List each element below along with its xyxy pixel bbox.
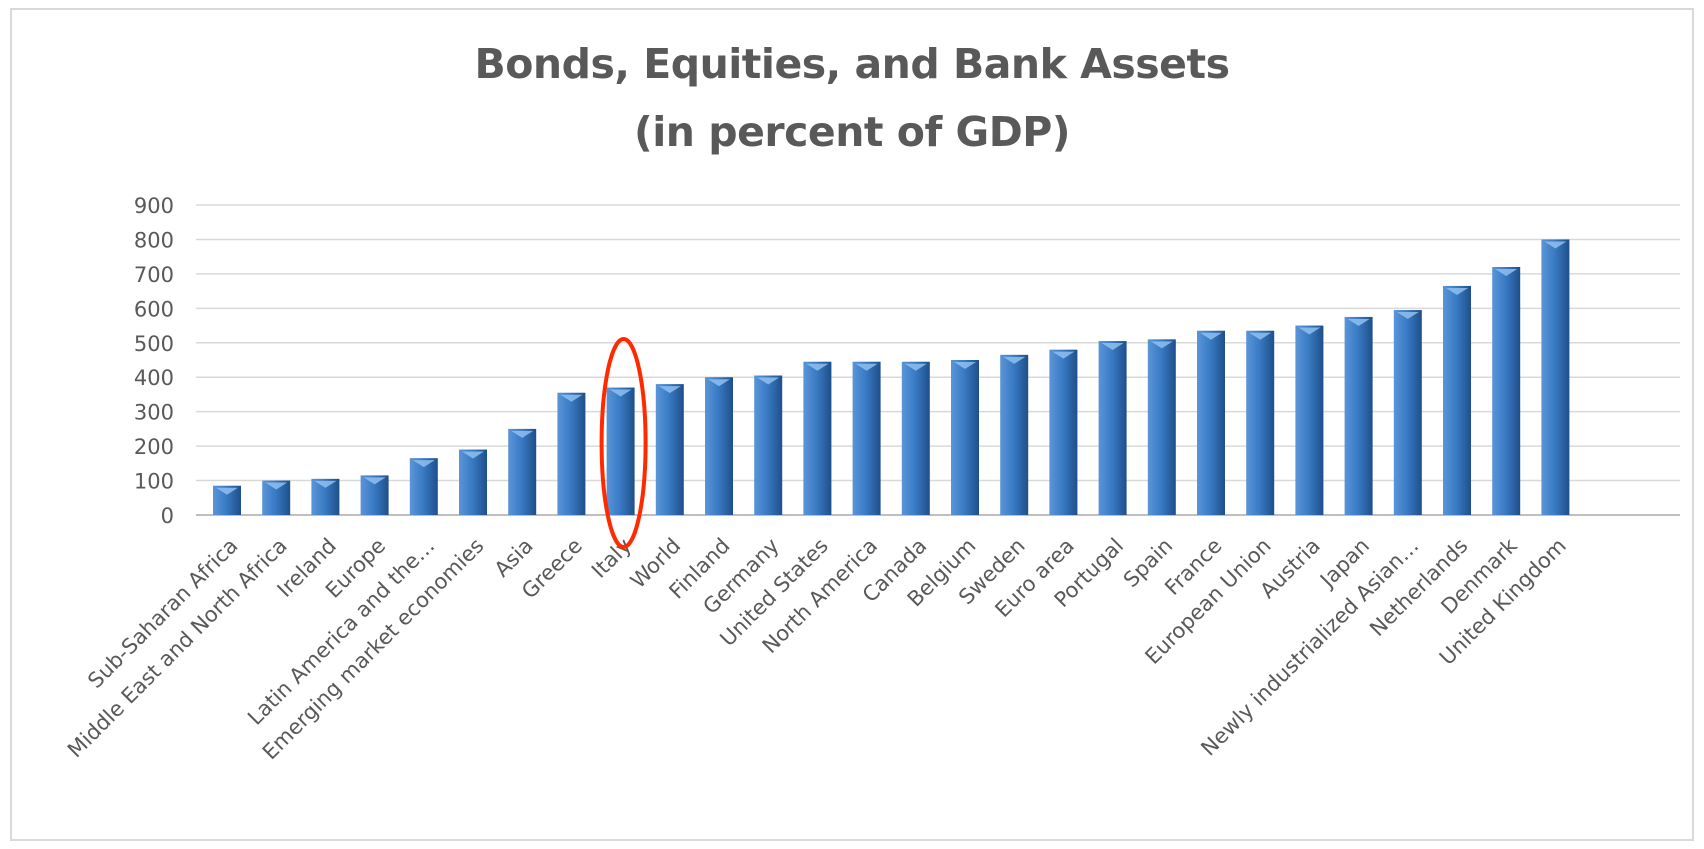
bar	[459, 449, 487, 515]
bar-cap	[462, 451, 484, 459]
y-tick-label: 600	[134, 297, 174, 321]
y-tick-label: 700	[134, 263, 174, 287]
bar-cap	[855, 363, 878, 371]
bar	[852, 361, 881, 515]
bar	[1000, 354, 1029, 515]
bar-cap	[609, 389, 632, 397]
y-tick-label: 400	[134, 366, 174, 390]
bar-cap	[1200, 332, 1222, 340]
bar-cap	[1101, 343, 1124, 351]
bar-cap	[1396, 312, 1419, 320]
y-tick-label: 100	[134, 470, 174, 494]
bars	[213, 239, 1570, 515]
bar-cap	[1298, 327, 1321, 335]
bar	[803, 361, 832, 515]
bar	[1295, 325, 1324, 515]
bar-cap	[1544, 241, 1567, 249]
bar-cap	[954, 362, 976, 369]
bar-cap	[658, 386, 681, 394]
chart-title: Bonds, Equities, and Bank Assets	[474, 40, 1231, 88]
bar	[1147, 339, 1176, 515]
bar	[1344, 316, 1373, 515]
bar-cap	[708, 379, 730, 387]
bar-cap	[1495, 269, 1518, 276]
bar	[754, 375, 783, 515]
chart-border	[10, 8, 1694, 841]
y-tick-label: 500	[134, 332, 174, 356]
bar	[1049, 349, 1078, 515]
bar-cap	[412, 460, 435, 468]
y-axis-ticks: 0 100 200 300 400 500 600 700 800 900	[134, 194, 174, 528]
bar-cap	[314, 480, 337, 488]
annotations	[599, 337, 648, 549]
bar-cap	[806, 363, 829, 371]
bar	[508, 428, 537, 515]
bar-cap	[363, 477, 386, 485]
y-tick-label: 900	[134, 194, 174, 218]
bar	[1098, 341, 1127, 515]
bar-cap	[757, 377, 780, 385]
bar	[901, 361, 930, 515]
bar-cap	[560, 394, 583, 402]
bar	[951, 360, 979, 515]
bar-cap	[1003, 356, 1026, 364]
bar-cap	[1052, 351, 1075, 359]
y-tick-label: 200	[134, 435, 174, 459]
bar-cap	[904, 363, 927, 371]
bar	[557, 392, 586, 515]
bar-cap	[511, 430, 534, 438]
chart-subtitle: (in percent of GDP)	[633, 108, 1071, 156]
bar-cap	[265, 482, 288, 490]
bar	[409, 458, 438, 515]
bar	[1541, 239, 1570, 515]
y-tick-label: 800	[134, 228, 174, 252]
bar-cap	[1446, 287, 1468, 295]
bar	[1197, 330, 1225, 515]
bar-cap	[216, 487, 238, 495]
bar	[1393, 310, 1422, 515]
highlight-ellipse	[599, 337, 648, 549]
bar	[1443, 285, 1471, 515]
bar	[606, 387, 635, 515]
bar-cap	[1249, 332, 1272, 340]
bar	[1492, 267, 1521, 515]
y-tick-label: 300	[134, 401, 174, 425]
gridlines	[196, 204, 1680, 516]
bar-cap	[1150, 341, 1173, 349]
y-tick-label: 0	[161, 504, 174, 528]
bar	[1246, 330, 1275, 515]
bar	[705, 377, 733, 515]
bar-cap	[1347, 318, 1370, 326]
bar	[655, 384, 684, 515]
